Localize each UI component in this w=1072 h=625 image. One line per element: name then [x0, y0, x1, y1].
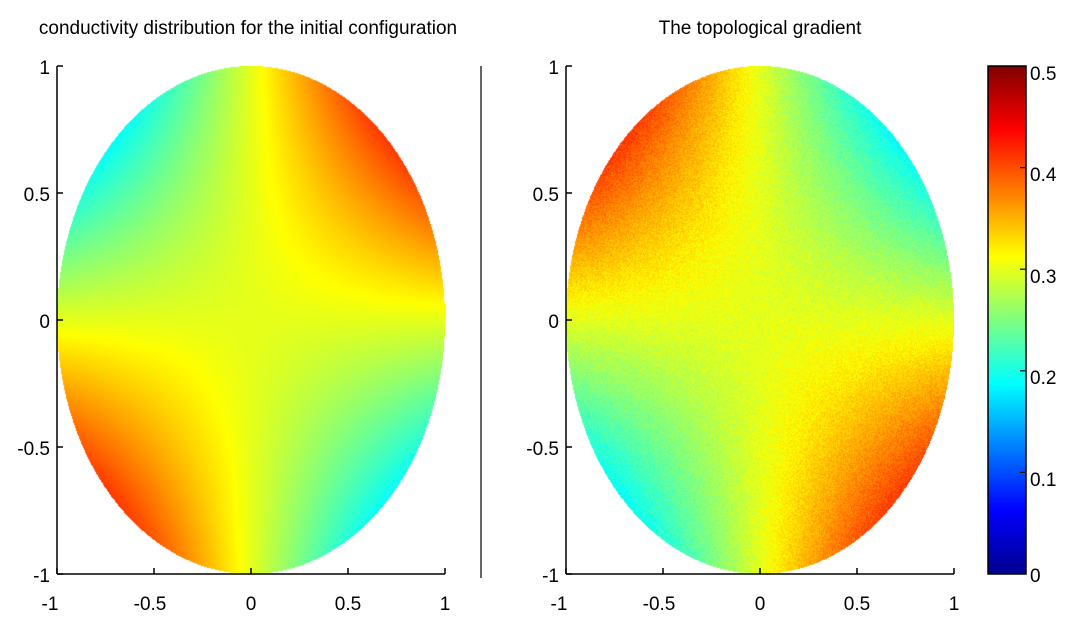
right-plot-title: The topological gradient: [659, 18, 863, 39]
left-x-tick-label: 1: [440, 594, 451, 615]
colorbar: 0.5 0.4 0.3 0.2 0.1 0: [987, 64, 1057, 587]
left-plot-field: [57, 66, 445, 574]
right-y-tick-label: -0.5: [526, 439, 559, 460]
right-y-tick-label: 0: [548, 312, 559, 333]
left-x-tick-label: 0.5: [335, 594, 361, 615]
colorbar-tick-label: 0.4: [1030, 165, 1057, 186]
right-y-tick-label: -1: [542, 566, 559, 587]
colorbar-tick-label: 0.2: [1030, 368, 1056, 389]
right-y-tick-label: 1: [548, 58, 559, 79]
left-y-tick-label: -0.5: [17, 439, 50, 460]
right-x-tick-label: -0.5: [643, 594, 676, 615]
colorbar-tick-labels: 0.5 0.4 0.3 0.2 0.1 0: [1030, 64, 1057, 587]
right-y-tick-labels: 1 0.5 0 -0.5 -1: [526, 58, 559, 587]
right-x-tick-labels: -1 -0.5 0 0.5 1: [551, 594, 960, 615]
colorbar-tick-marks: [1020, 167, 1026, 473]
left-plot: conductivity distribution for the initia…: [17, 18, 457, 615]
right-plot: The topological gradient -1 -0.5 0 0.5 1: [526, 18, 959, 615]
left-y-tick-labels: 1 0.5 0 -0.5 -1: [17, 58, 50, 587]
right-x-tick-label: -1: [551, 594, 568, 615]
right-y-tick-label: 0.5: [533, 185, 559, 206]
right-heatmap-image: [566, 66, 954, 574]
right-plot-axes: [565, 65, 955, 575]
left-x-tick-labels: -1 -0.5 0 0.5 1: [42, 594, 451, 615]
right-x-tick-label: 1: [949, 594, 960, 615]
left-x-tick-label: -1: [42, 594, 59, 615]
left-x-tick-label: -0.5: [134, 594, 167, 615]
left-heatmap-image: [57, 66, 445, 574]
left-y-tick-label: 1: [39, 58, 50, 79]
left-x-tick-label: 0: [246, 594, 257, 615]
left-plot-title: conductivity distribution for the initia…: [39, 18, 457, 39]
right-x-tick-label: 0.5: [844, 594, 870, 615]
right-x-tick-label: 0: [755, 594, 766, 615]
colorbar-tick-label: 0.5: [1030, 64, 1056, 85]
left-y-tick-label: 0.5: [24, 185, 50, 206]
left-y-tick-label: 0: [39, 312, 50, 333]
left-plot-axes: [56, 65, 446, 575]
left-y-tick-label: -1: [33, 566, 50, 587]
colorbar-tick-label: 0.3: [1030, 267, 1056, 288]
colorbar-tick-label: 0: [1030, 566, 1041, 587]
colorbar-gradient: [987, 65, 1027, 575]
right-plot-field: [566, 66, 954, 574]
colorbar-tick-label: 0.1: [1030, 470, 1056, 491]
